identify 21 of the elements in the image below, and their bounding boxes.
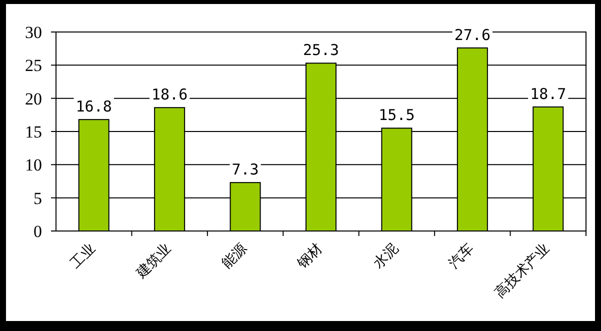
x-tick-label: 工业 [68,240,99,272]
y-tick-label: 15 [25,122,42,142]
data-label: 7.3 [232,160,259,179]
data-label: 18.7 [530,84,566,103]
data-label: 25.3 [302,41,340,60]
y-tick-label: 10 [25,156,42,175]
y-tick-label: 5 [34,188,42,208]
data-label: 27.6 [454,26,490,44]
y-tick-label: 0 [34,222,42,241]
y-tick-label: 20 [25,89,42,108]
data-label: 18.6 [152,86,188,104]
x-tick-label: 能源 [219,240,250,272]
data-label: 15.5 [378,106,415,124]
x-tick-label: 汽车 [446,240,478,272]
data-label: 16.8 [76,98,112,116]
x-tick-label: 水泥 [370,240,402,272]
x-tick-label: 建筑业 [132,240,174,282]
x-tick-label: 高技术产业 [492,240,553,302]
x-tick-label: 钢材 [294,240,326,272]
y-tick-label: 25 [25,56,42,76]
y-tick-label: 30 [25,23,42,42]
